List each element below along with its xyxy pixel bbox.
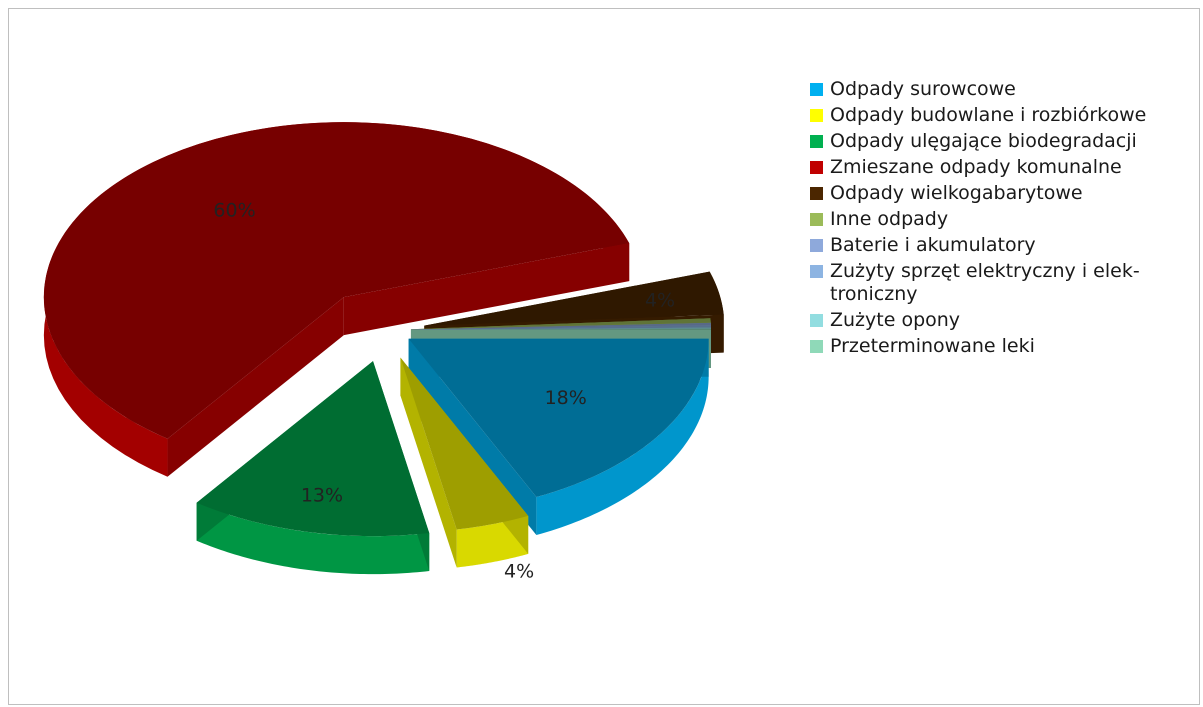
pie-slice-top	[410, 318, 711, 330]
pie-slice-side	[167, 297, 344, 477]
legend-swatch	[810, 265, 823, 278]
legend-label: Zużyte opony	[830, 309, 961, 331]
legend-swatch	[810, 135, 823, 148]
legend-item: Zużyty sprzęt elektryczny i elek-tronicz…	[810, 260, 1202, 306]
pie-slice-1	[408, 338, 709, 536]
legend-swatch	[810, 340, 823, 353]
pie-data-label: 4%	[504, 561, 534, 583]
legend-swatch	[810, 109, 823, 122]
pie-slice-top	[410, 327, 711, 330]
pie-slice-top	[400, 357, 529, 530]
legend-item: Inne odpady	[810, 208, 1202, 231]
pie-slice-top	[43, 122, 630, 439]
legend-item: Zużyte opony	[810, 309, 1202, 332]
pie-slice-wall	[196, 502, 430, 575]
pie-slice-top	[410, 325, 711, 330]
legend-item: Baterie i akumulatory	[810, 234, 1202, 257]
legend-swatch	[810, 213, 823, 226]
pie-data-label: 60%	[213, 199, 255, 221]
legend-item: Odpady surowcowe	[810, 78, 1202, 101]
pie-slice-side	[408, 338, 537, 536]
legend-item: Odpady ulęgające biodegradacji	[810, 130, 1202, 153]
pie-slice-3	[196, 361, 430, 575]
legend-label: Baterie i akumulatory	[830, 234, 1036, 256]
pie-slice-top	[410, 328, 711, 330]
pie-data-label: 4%	[645, 289, 675, 311]
legend-swatch	[810, 314, 823, 327]
legend-swatch	[810, 83, 823, 96]
legend-item: Zmieszane odpady komunalne	[810, 156, 1202, 179]
pie-slice-top	[408, 338, 709, 498]
pie-slice-wall	[536, 338, 709, 536]
legend-label: Odpady surowcowe	[830, 78, 1016, 100]
legend-label: Odpady wielkogabarytowe	[830, 182, 1083, 204]
legend-item: Przeterminowane leki	[810, 335, 1202, 358]
legend-item: Odpady wielkogabarytowe	[810, 182, 1202, 205]
legend-item: Odpady budowlane i rozbiórkowe	[810, 104, 1202, 127]
legend-swatch	[810, 161, 823, 174]
pie-slice-top	[196, 361, 430, 537]
legend-label: Zmieszane odpady komunalne	[830, 156, 1122, 178]
legend: Odpady surowcowe Odpady budowlane i rozbi…	[810, 78, 1202, 361]
pie-slices	[43, 122, 724, 575]
pie-slice-2	[400, 357, 529, 568]
pie-labels: 18% 4% 13% 60% 4%	[213, 199, 675, 582]
pie-data-label: 18%	[545, 387, 587, 409]
pie-slice-4	[43, 122, 630, 477]
legend-swatch	[810, 239, 823, 252]
pie-slice-top	[410, 322, 711, 330]
legend-label: Odpady ulęgające biodegradacji	[830, 130, 1137, 152]
pie-slice-top	[424, 271, 724, 326]
legend-label: Przeterminowane leki	[830, 335, 1035, 357]
legend-swatch	[810, 187, 823, 200]
legend-label: Odpady budowlane i rozbiórkowe	[830, 104, 1147, 126]
pie-data-label: 13%	[301, 484, 343, 506]
pie-slice-side	[400, 357, 457, 568]
pie-slice-side	[343, 243, 630, 336]
legend-label: Inne odpady	[830, 208, 949, 230]
legend-label: Zużyty sprzęt elektryczny i elek-tronicz…	[830, 260, 1140, 305]
